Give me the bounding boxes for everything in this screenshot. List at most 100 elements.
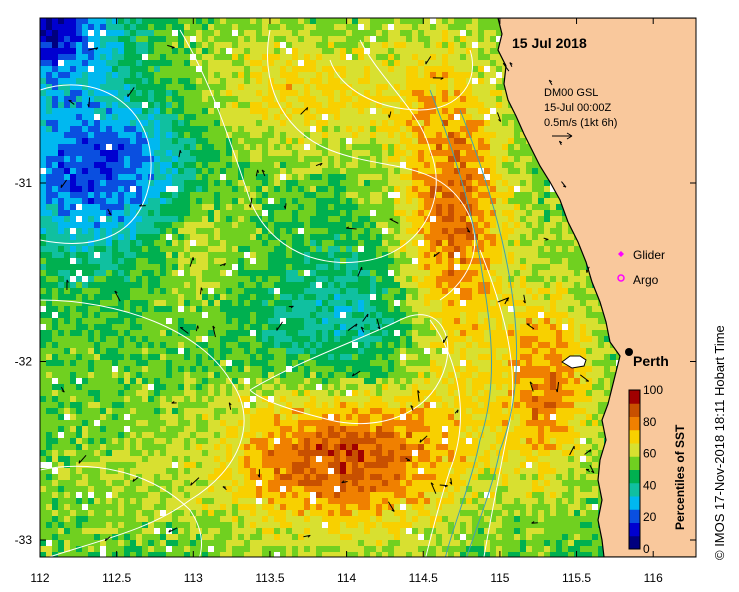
sst-cell xyxy=(442,18,449,25)
sst-cell xyxy=(502,258,509,265)
sst-cell xyxy=(574,258,581,265)
sst-cell xyxy=(316,264,323,271)
sst-cell xyxy=(544,240,551,247)
sst-cell xyxy=(130,276,137,283)
sst-cell xyxy=(412,96,419,103)
sst-cell xyxy=(220,216,227,223)
sst-cell xyxy=(472,96,479,103)
sst-cell xyxy=(436,252,443,259)
sst-cell xyxy=(400,102,407,109)
sst-cell xyxy=(574,264,581,271)
sst-cell xyxy=(118,90,125,97)
sst-cell xyxy=(328,180,335,187)
sst-cell xyxy=(418,186,425,193)
sst-cell xyxy=(430,144,437,151)
sst-cell xyxy=(148,192,155,199)
sst-cell xyxy=(64,180,71,187)
sst-cell xyxy=(256,36,263,43)
sst-cell xyxy=(310,288,317,295)
sst-cell xyxy=(496,132,503,139)
sst-cell xyxy=(52,78,59,85)
sst-cell xyxy=(322,270,329,277)
sst-cell xyxy=(238,84,245,91)
sst-cell xyxy=(388,246,395,253)
sst-cell xyxy=(202,180,209,187)
sst-cell xyxy=(208,270,215,277)
sst-cell xyxy=(94,264,101,271)
sst-cell xyxy=(160,240,167,247)
sst-cell xyxy=(46,258,53,265)
sst-cell xyxy=(202,66,209,73)
sst-cell xyxy=(160,264,167,271)
sst-cell xyxy=(256,276,263,283)
sst-cell xyxy=(160,210,167,217)
sst-cell xyxy=(526,150,533,157)
sst-cell xyxy=(526,144,533,151)
sst-cell xyxy=(544,198,551,205)
sst-cell xyxy=(574,270,581,277)
sst-cell xyxy=(532,198,539,205)
sst-cell xyxy=(346,186,353,193)
sst-cell xyxy=(418,126,425,133)
sst-cell xyxy=(64,48,71,55)
sst-cell xyxy=(442,222,449,229)
sst-cell xyxy=(220,102,227,109)
sst-cell xyxy=(328,156,335,163)
sst-cell xyxy=(352,180,359,187)
sst-cell xyxy=(184,246,191,253)
sst-cell xyxy=(274,276,281,283)
sst-cell xyxy=(478,138,485,145)
sst-cell xyxy=(40,90,47,97)
sst-cell xyxy=(364,102,371,109)
sst-cell xyxy=(166,252,173,259)
sst-cell xyxy=(238,198,245,205)
sst-cell xyxy=(196,24,203,31)
sst-cell xyxy=(394,192,401,199)
sst-cell xyxy=(334,276,341,283)
sst-cell xyxy=(514,228,521,235)
sst-cell xyxy=(346,72,353,79)
sst-cell xyxy=(394,48,401,55)
sst-cell xyxy=(316,168,323,175)
sst-cell xyxy=(172,228,179,235)
sst-cell xyxy=(58,108,65,115)
sst-cell xyxy=(250,174,257,181)
sst-cell xyxy=(262,186,269,193)
sst-cell xyxy=(376,84,383,91)
sst-cell xyxy=(358,120,365,127)
sst-cell xyxy=(214,168,221,175)
sst-cell xyxy=(340,150,347,157)
sst-cell xyxy=(406,18,413,25)
sst-cell xyxy=(214,252,221,259)
sst-cell xyxy=(334,72,341,79)
sst-cell xyxy=(82,282,89,289)
sst-cell xyxy=(178,72,185,79)
sst-cell xyxy=(358,108,365,115)
sst-cell xyxy=(166,138,173,145)
sst-cell xyxy=(202,126,209,133)
sst-cell xyxy=(208,102,215,109)
sst-cell xyxy=(304,276,311,283)
sst-cell xyxy=(256,126,263,133)
sst-cell xyxy=(172,198,179,205)
sst-cell xyxy=(310,30,317,37)
sst-cell xyxy=(238,54,245,61)
sst-cell xyxy=(190,90,197,97)
sst-cell xyxy=(154,210,161,217)
sst-cell xyxy=(568,252,575,259)
sst-cell xyxy=(106,150,113,157)
sst-cell xyxy=(400,114,407,121)
sst-cell xyxy=(178,198,185,205)
sst-cell xyxy=(514,222,521,229)
sst-cell xyxy=(76,288,83,295)
sst-cell xyxy=(304,114,311,121)
sst-cell xyxy=(70,72,77,79)
sst-cell xyxy=(232,162,239,169)
sst-cell xyxy=(52,18,59,25)
sst-cell xyxy=(334,18,341,25)
sst-cell xyxy=(136,30,143,37)
sst-cell xyxy=(292,198,299,205)
sst-cell xyxy=(286,102,293,109)
sst-cell xyxy=(82,228,89,235)
sst-cell xyxy=(514,240,521,247)
